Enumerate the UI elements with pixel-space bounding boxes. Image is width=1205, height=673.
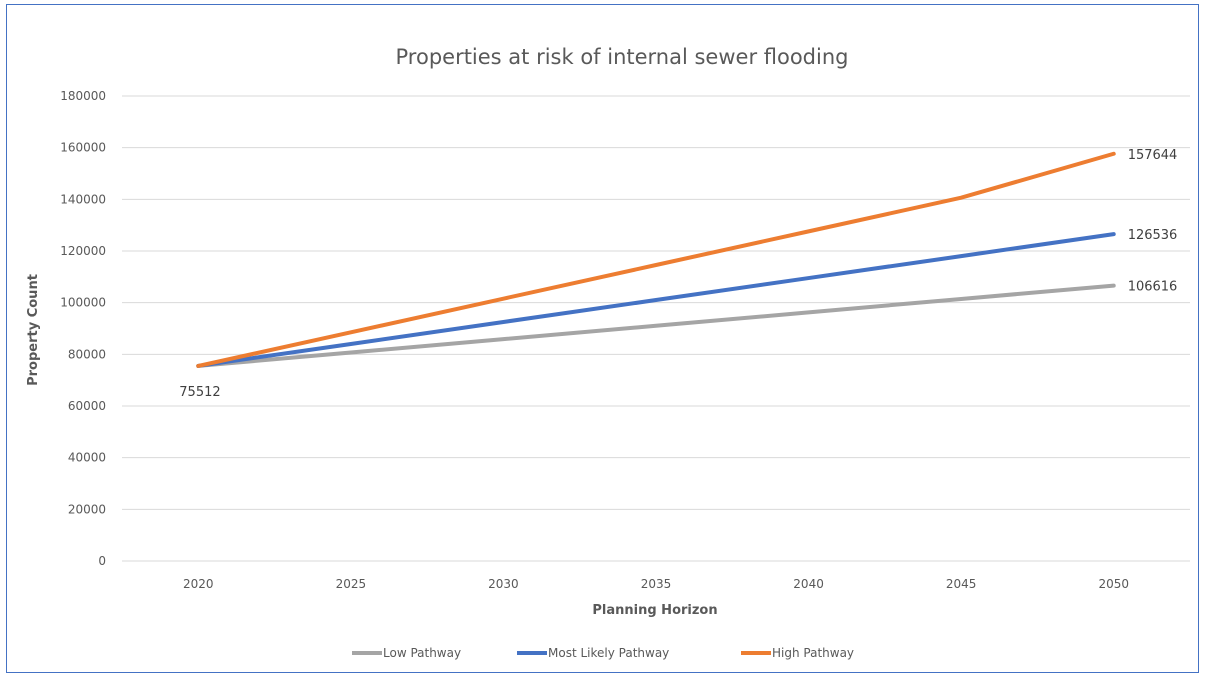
x-axis-title: Planning Horizon [592,603,717,618]
legend-label: Low Pathway [383,646,461,660]
series-line-low-pathway [196,283,1116,368]
x-tick-label: 2020 [183,577,214,591]
y-tick-label: 100000 [60,296,106,310]
legend: Low Pathway Most Likely Pathway High Pathw… [352,646,854,660]
y-tick-label: 0 [98,554,106,568]
y-tick-label: 140000 [60,192,106,206]
x-tick-label: 2030 [488,577,519,591]
y-tick-label: 80000 [68,347,106,361]
legend-label: High Pathway [772,646,854,660]
y-tick-label: 20000 [68,502,106,516]
y-tick-label: 180000 [60,89,106,103]
series-line-most-likely-pathway [196,232,1116,368]
y-axis-title: Property Count [26,274,41,386]
y-tick-label: 40000 [68,451,106,465]
data-labels: 75512 157644 126536 106616 [179,148,1177,400]
x-axis-ticks: 2020 2025 2030 2035 2040 2045 2050 [183,577,1129,591]
data-label: 157644 [1128,148,1178,163]
data-label: 126536 [1128,228,1178,243]
series-line-high-pathway [196,151,1116,368]
data-label: 75512 [179,385,220,400]
chart-title: Properties at risk of internal sewer flo… [396,45,849,69]
y-tick-label: 160000 [60,141,106,155]
series-lines [196,151,1116,368]
x-tick-label: 2040 [793,577,824,591]
y-tick-label: 60000 [68,399,106,413]
data-label: 106616 [1128,280,1178,295]
x-tick-label: 2045 [946,577,977,591]
y-axis-ticks: 0 20000 40000 60000 80000 100000 120000 140000 1… [60,89,106,568]
x-tick-label: 2025 [336,577,367,591]
gridlines [122,95,1190,562]
x-tick-label: 2035 [641,577,672,591]
y-tick-label: 120000 [60,244,106,258]
legend-label: Most Likely Pathway [548,646,669,660]
x-tick-label: 2050 [1098,577,1129,591]
